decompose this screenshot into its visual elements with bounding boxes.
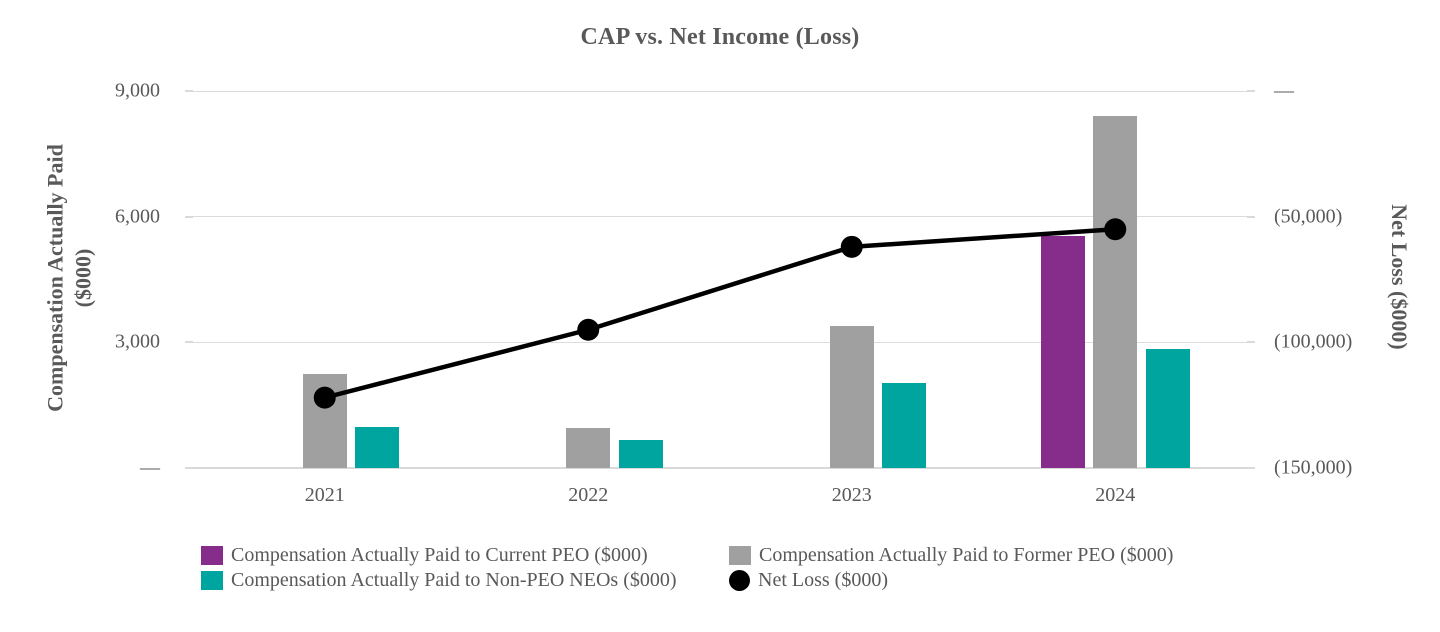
right-axis-tick-label: (50,000) [1274,205,1343,228]
non-peo-neos-swatch-icon [201,571,223,590]
legend-item-label: Compensation Actually Paid to Current PE… [231,544,648,566]
left-axis-title-line1: Compensation Actually Paid [42,144,68,412]
right-axis-tick [1247,467,1255,469]
bar-non-peo-neos [1145,349,1190,468]
net-loss-marker [577,318,600,341]
legend-column-1: Compensation Actually Paid to Current PE… [201,544,677,594]
left-axis-tick [185,215,193,218]
bar-former-peo [1093,116,1138,468]
left-axis-tick-label: — [140,456,160,479]
x-axis-category-label: 2024 [1095,484,1136,506]
gridline [193,216,1247,218]
right-axis-tick-label: (150,000) [1274,456,1353,479]
legend-item-former-peo: Compensation Actually Paid to Former PEO… [729,544,1173,567]
net-loss-line [324,226,1116,400]
x-axis-category-label: 2021 [304,484,345,506]
right-axis-tick [1247,90,1255,92]
left-axis-tick-label: 6,000 [115,205,160,228]
x-axis-category-label: 2022 [568,484,609,506]
x-axis-category-label: 2023 [831,484,872,506]
bar-former-peo [566,427,611,468]
net-loss-marker-icon [729,570,750,591]
net-loss-marker [1104,218,1127,241]
gridline [193,341,1247,343]
right-axis-title: Net Loss ($000) [1387,204,1412,350]
legend-item-label: Net Loss ($000) [758,569,888,591]
legend-item-non-peo-neos: Compensation Actually Paid to Non-PEO NE… [201,569,677,592]
legend: Compensation Actually Paid to Current PE… [0,544,1440,598]
bar-current-peo [1040,236,1085,468]
right-axis-tick-label: — [1274,79,1294,102]
x-axis-baseline [193,467,1247,469]
net-loss-marker [313,386,336,409]
left-axis-tick [185,467,193,469]
chart-title: CAP vs. Net Income (Loss) [580,24,860,50]
legend-column-2: Compensation Actually Paid to Former PEO… [729,544,1173,594]
right-axis-tick [1247,341,1255,344]
left-axis-title-line2: ($000) [70,248,95,308]
current-peo-swatch-icon [201,546,223,565]
legend-item-label: Compensation Actually Paid to Non-PEO NE… [231,569,677,591]
bar-non-peo-neos [882,382,927,468]
right-axis-tick-label: (100,000) [1274,330,1353,353]
legend-item-current-peo: Compensation Actually Paid to Current PE… [201,544,677,567]
legend-item-net-loss: Net Loss ($000) [729,569,1173,592]
bar-non-peo-neos [355,427,400,468]
net-loss-line-series [313,218,1127,409]
plot-area: 9,000 — 6,000 (50,000) 3,000 (100,000) — (150,0… [115,80,1352,507]
gridline [193,90,1247,92]
left-axis-tick [185,90,193,92]
left-axis-title: Compensation Actually Paid ($000) [42,144,97,412]
right-axis-tick [1247,215,1255,218]
bar-former-peo [829,325,874,468]
left-axis-tick-label: 3,000 [115,330,160,353]
left-axis-tick-label: 9,000 [115,79,160,102]
legend-item-label: Compensation Actually Paid to Former PEO… [759,544,1174,566]
bar-non-peo-neos [618,439,663,468]
net-loss-marker [840,235,863,258]
former-peo-swatch-icon [729,546,751,565]
left-axis-tick [185,341,193,344]
